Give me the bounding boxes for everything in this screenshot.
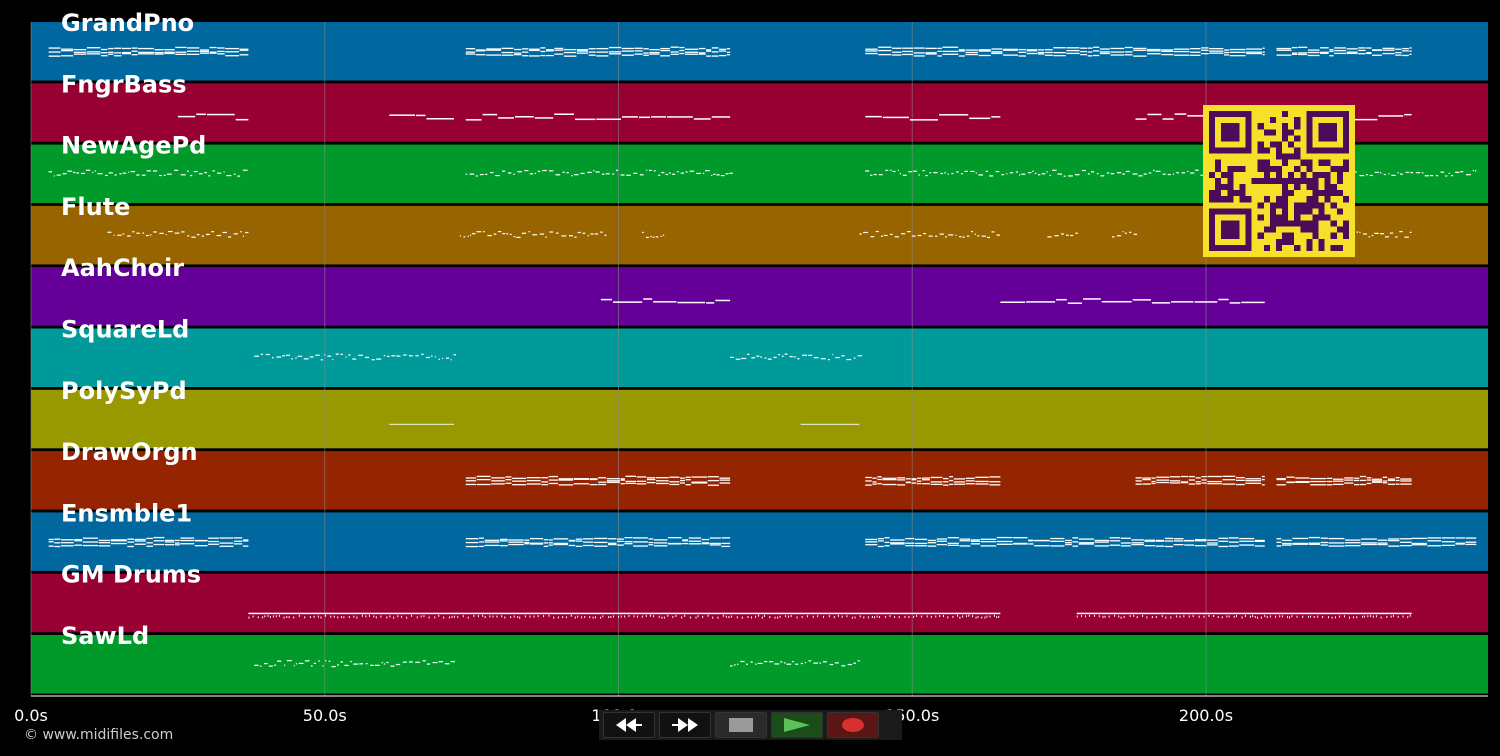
record-button[interactable]: [827, 712, 879, 738]
note-segment: [254, 353, 457, 361]
rewind-button[interactable]: [603, 712, 655, 738]
track-labels: GrandPno FngrBass NewAgePd Flute AahChoir Squ…: [61, 9, 206, 650]
note-segment: [254, 660, 455, 668]
track-band-sawld: [31, 635, 1488, 694]
note-segment: [865, 114, 1001, 121]
time-tick-label: 200.0s: [1179, 706, 1233, 725]
track-band-gm-drums: [31, 573, 1488, 633]
track-label-draworgn: DrawOrgn: [61, 438, 198, 466]
note-segment: [1411, 537, 1477, 547]
note-segment: [865, 46, 1265, 57]
note-segment: [1276, 536, 1412, 547]
track-label-aahchoir: AahChoir: [61, 254, 184, 282]
note-segment: [730, 353, 863, 361]
note-segment: [465, 46, 731, 57]
track-band-aahchoir: [31, 267, 1488, 326]
note-segment: [1135, 475, 1265, 486]
note-segment: [800, 423, 860, 425]
note-segment: [48, 536, 249, 548]
note-segment: [465, 113, 731, 121]
stop-button[interactable]: [715, 712, 767, 738]
transport-bar: [599, 710, 902, 740]
time-tick-label: 0.0s: [14, 706, 48, 725]
note-segment: [465, 475, 731, 486]
qr-code[interactable]: [1203, 105, 1355, 257]
track-label-squareld: SquareLd: [61, 316, 189, 344]
note-segment: [1276, 475, 1412, 486]
track-band-grandpno: [31, 22, 1488, 81]
copyright-text: © www.midifiles.com: [24, 727, 174, 743]
note-segment: [389, 114, 454, 120]
fast-forward-button[interactable]: [659, 712, 711, 738]
note-segment: [465, 169, 733, 177]
note-segment: [248, 612, 1001, 619]
note-segment: [389, 423, 454, 425]
note-segment: [865, 536, 1265, 548]
track-band-draworgn: [31, 451, 1488, 510]
record-icon: [842, 718, 864, 732]
note-segment: [1112, 231, 1138, 238]
rewind-icon: [616, 718, 642, 732]
play-icon: [784, 718, 810, 732]
note-segment: [1076, 612, 1412, 619]
note-segment: [107, 230, 249, 238]
time-tick-label: 50.0s: [303, 706, 347, 725]
track-band-squareld: [31, 328, 1488, 387]
note-segment: [48, 169, 248, 177]
note-segment: [730, 660, 860, 667]
note-segment: [1047, 232, 1078, 238]
note-segment: [859, 230, 1001, 239]
track-label-ensmble1: Ensmble1: [61, 499, 192, 527]
track-label-polysypd: PolySyPd: [61, 377, 187, 405]
track-label-grandpno: GrandPno: [61, 9, 194, 37]
track-band-ensmble1: [31, 512, 1488, 571]
track-label-newagepd: NewAgePd: [61, 132, 206, 160]
fast-forward-icon: [672, 718, 698, 732]
note-segment: [642, 231, 665, 239]
note-segment: [600, 298, 731, 304]
note-segment: [177, 113, 249, 121]
note-segment: [48, 46, 249, 57]
track-label-flute: Flute: [61, 193, 130, 221]
note-segment: [1276, 46, 1412, 57]
note-segment: [865, 475, 1001, 486]
track-label-gm-drums: GM Drums: [61, 561, 201, 589]
note-segment: [459, 230, 607, 238]
track-band-polysypd: [31, 389, 1488, 449]
note-segment: [465, 536, 731, 548]
track-label-sawld: SawLd: [61, 622, 149, 650]
note-segment: [1000, 298, 1265, 304]
play-button[interactable]: [771, 712, 823, 738]
track-label-fngrbass: FngrBass: [61, 70, 187, 98]
stop-icon: [729, 718, 753, 732]
